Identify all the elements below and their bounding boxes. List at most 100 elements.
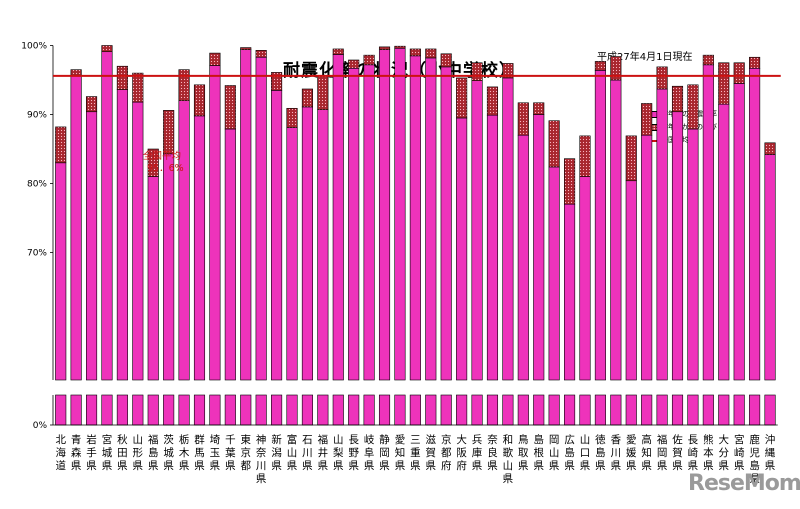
bar-lower-1 <box>55 394 67 426</box>
bar-growth-44 <box>718 62 730 105</box>
y-tick-label-5: 100% <box>21 42 47 52</box>
x-tick-label-2: 青森県 <box>71 433 82 472</box>
bar-base-33 <box>548 166 560 381</box>
bar-lower-34 <box>564 394 576 426</box>
bar-base-1 <box>55 162 67 381</box>
bar-base-3 <box>86 111 98 381</box>
bar-base-8 <box>163 153 175 381</box>
bar-growth-12 <box>224 85 236 130</box>
x-tick-label-20: 長野県 <box>348 434 359 472</box>
bar-growth-36 <box>594 61 606 71</box>
x-tick-label-19: 山梨県 <box>333 434 344 472</box>
bars-group <box>51 45 780 426</box>
x-tick-label-43: 熊本県 <box>703 433 714 472</box>
bar-lower-41 <box>671 394 684 426</box>
bar-growth-40 <box>656 66 668 90</box>
bar-base-26 <box>440 66 452 381</box>
x-tick-label-22: 静岡県 <box>379 433 390 472</box>
bar-lower-45 <box>733 394 745 426</box>
bar-base-17 <box>301 106 313 381</box>
x-tick-label-33: 岡山県 <box>549 434 560 472</box>
bar-base-5 <box>116 89 128 381</box>
bar-lower-21 <box>363 394 375 426</box>
bar-lower-39 <box>641 394 653 426</box>
x-tick-label-35: 山口県 <box>580 434 591 472</box>
bar-growth-18 <box>317 75 329 110</box>
bar-base-34 <box>564 203 576 381</box>
bar-growth-2 <box>70 69 82 76</box>
bar-base-38 <box>625 180 637 381</box>
bar-growth-26 <box>440 53 452 68</box>
bar-lower-20 <box>348 394 360 426</box>
bar-lower-3 <box>86 394 98 426</box>
x-tick-label-18: 福井県 <box>318 433 329 472</box>
y-axis: 0% 70% 80% 90% 100% <box>21 42 778 431</box>
date-note: 平成27年4月1日現在 <box>597 52 693 63</box>
x-tick-label-14: 神奈川県 <box>256 433 267 485</box>
bar-base-29 <box>486 114 499 381</box>
x-tick-label-4: 宮城県 <box>102 433 113 472</box>
x-tick-label-7: 福島県 <box>148 433 159 472</box>
bar-growth-22 <box>378 46 391 50</box>
x-tick-label-23: 愛知県 <box>395 433 406 472</box>
x-tick-label-17: 石川県 <box>302 434 313 472</box>
x-tick-label-41: 佐賀県 <box>672 433 683 472</box>
bar-growth-28 <box>471 62 483 81</box>
x-tick-label-16: 富山県 <box>287 433 298 472</box>
bar-base-42 <box>687 128 699 381</box>
bar-base-18 <box>317 109 329 381</box>
x-tick-label-30: 和歌山県 <box>503 434 514 485</box>
bar-base-16 <box>286 127 298 381</box>
bar-base-15 <box>271 90 283 381</box>
bar-base-40 <box>656 88 668 381</box>
bar-lower-38 <box>625 394 637 426</box>
bar-lower-17 <box>301 394 313 426</box>
bar-growth-17 <box>301 88 313 108</box>
x-tick-label-40: 福岡県 <box>657 433 668 472</box>
bar-base-41 <box>671 111 684 381</box>
bar-lower-30 <box>502 394 514 426</box>
bar-base-23 <box>394 47 406 381</box>
y-tick-label-3: 80% <box>27 180 47 190</box>
x-tick-label-46: 鹿児島県 <box>749 433 760 485</box>
bar-growth-25 <box>425 48 437 59</box>
bar-growth-46 <box>749 56 761 69</box>
bar-base-44 <box>718 103 730 381</box>
bar-growth-38 <box>625 135 637 182</box>
bar-lower-9 <box>178 394 190 426</box>
x-tick-label-1: 北海道 <box>55 434 66 472</box>
bar-growth-43 <box>702 54 714 66</box>
bar-base-24 <box>409 55 421 381</box>
bar-lower-35 <box>579 394 591 426</box>
x-tick-label-8: 茨城県 <box>163 433 174 472</box>
x-tick-label-31: 鳥取県 <box>518 433 529 472</box>
bar-lower-29 <box>486 394 499 426</box>
bar-growth-7 <box>147 148 159 177</box>
bar-growth-13 <box>240 47 252 50</box>
bar-growth-34 <box>564 158 576 205</box>
y-tick-label-2: 70% <box>27 249 47 259</box>
x-tick-label-36: 徳島県 <box>595 433 606 472</box>
bar-lower-42 <box>687 394 699 426</box>
y-tick-label-1: 0% <box>33 421 48 431</box>
x-tick-label-37: 香川県 <box>611 434 622 472</box>
bar-growth-4 <box>101 45 113 53</box>
axis-break-gap <box>51 381 780 394</box>
bar-base-27 <box>456 117 468 381</box>
bar-base-21 <box>363 64 375 381</box>
bar-growth-5 <box>116 65 128 90</box>
bar-growth-33 <box>548 120 560 168</box>
x-tick-label-29: 奈良県 <box>487 433 498 472</box>
bar-base-2 <box>70 74 82 381</box>
bar-growth-6 <box>132 72 144 103</box>
bar-lower-22 <box>378 394 391 426</box>
bar-lower-10 <box>193 394 206 426</box>
x-tick-label-44: 大分県 <box>719 433 730 472</box>
bar-lower-47 <box>764 394 776 426</box>
bar-lower-8 <box>163 394 175 426</box>
x-tick-label-25: 滋賀県 <box>426 433 437 472</box>
bar-lower-19 <box>332 394 344 426</box>
bar-base-20 <box>348 67 360 381</box>
bar-growth-3 <box>86 96 98 113</box>
